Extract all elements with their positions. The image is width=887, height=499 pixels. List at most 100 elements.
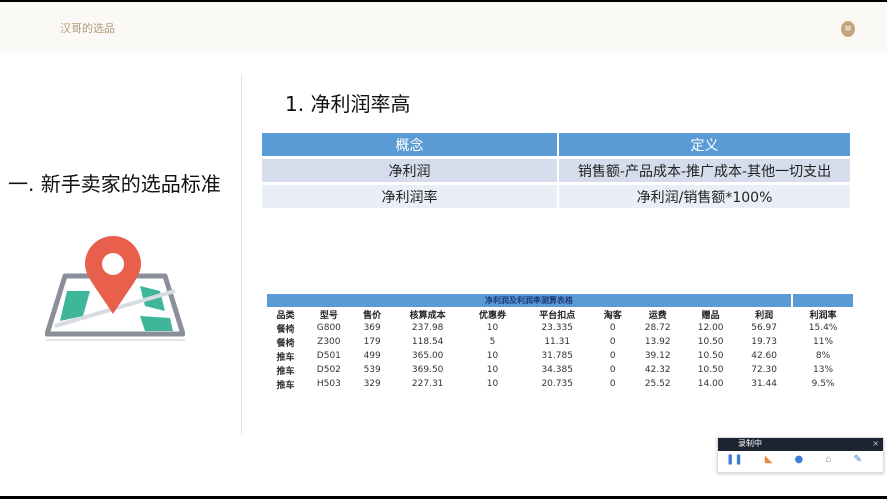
table-row: 推车 D501 499 365.00 10 31.785 0 39.12 10.50 42.60 8… (267, 349, 853, 363)
cell: 售价 (363, 310, 382, 321)
header: 汉哥的选品 ≡ (0, 2, 887, 52)
cell: 推车 (276, 366, 295, 377)
section-title: 一. 新手卖家的选品标准 (8, 172, 221, 196)
cell: 15.4% (791, 321, 853, 335)
cell: 28.72 (644, 323, 671, 333)
recorder-title: 录制中 (738, 439, 762, 448)
table-title-row: 净利润及利润率测算表格 (267, 294, 853, 307)
header-cell: 定义 (557, 133, 850, 156)
top-border (0, 0, 887, 2)
cell: 227.31 (411, 379, 444, 389)
cell: 平台扣点 (539, 310, 576, 321)
table-row: 餐椅 G800 369 237.98 10 23.335 0 28.72 12.00 56.97 1… (267, 321, 853, 335)
cell: 10 (486, 379, 499, 389)
cell: 推车 (276, 352, 295, 363)
cell: 11.31 (544, 337, 571, 347)
cell: 0 (609, 379, 616, 389)
table-title: 净利润及利润率测算表格 (267, 294, 793, 307)
avatar-icon[interactable]: ≡ (841, 21, 855, 37)
cell: 19.73 (751, 337, 777, 347)
cell: 13.92 (644, 337, 671, 347)
cell: 23.335 (541, 323, 573, 333)
recorder-widget[interactable]: 录制中 × ❚❚ ◣ ● ⌂ ✎ (717, 437, 884, 473)
cell: 9.5% (791, 377, 853, 391)
header-cell: 概念 (262, 133, 557, 156)
camera-icon[interactable]: ◣ (764, 454, 773, 465)
cell: 餐椅 (276, 338, 295, 349)
table-row: 推车 H503 329 227.31 10 20.735 0 25.52 14.00 31.44 9… (267, 377, 853, 391)
table-header-row: 概念 定义 (262, 133, 850, 156)
cell: 销售额-产品成本-推广成本-其他一切支出 (557, 159, 850, 182)
cell: 型号 (319, 310, 338, 321)
cell: 10.50 (697, 351, 724, 361)
recorder-titlebar: 录制中 × (718, 438, 883, 451)
table-row: 餐椅 Z300 179 118.54 5 11.31 0 13.92 10.50 19.73 11% (267, 335, 853, 349)
cell: 0 (609, 365, 616, 375)
cell: 0 (609, 323, 616, 333)
concept-table: 概念 定义 净利润 销售额-产品成本-推广成本-其他一切支出 净利润率 净利润/… (262, 130, 850, 211)
cell: 淘客 (603, 310, 622, 321)
title-spacer (791, 294, 853, 307)
cell: 净利润率 (262, 185, 557, 208)
profit-table: 净利润及利润率测算表格 品类 型号 售价 核算成本 优惠券 平台扣点 淘客 运费 赠品 利润 利润率… (267, 294, 853, 391)
cell: 净利润 (262, 159, 557, 182)
cell: 11% (791, 335, 853, 349)
table-header-row: 品类 型号 售价 核算成本 优惠券 平台扣点 淘客 运费 赠品 利润 利润率 (267, 307, 853, 321)
cell: 10 (486, 323, 499, 333)
cell: 0 (609, 337, 616, 347)
table-row: 推车 D502 539 369.50 10 34.385 0 42.32 10.50 72.30 1… (267, 363, 853, 377)
pause-icon[interactable]: ❚❚ (726, 454, 743, 465)
cell: 5 (489, 337, 496, 347)
cell: 利润 (755, 310, 774, 321)
cell: 118.54 (411, 337, 444, 347)
cell: 39.12 (644, 351, 671, 361)
cell: 10.50 (697, 337, 724, 347)
slide-heading: 1. 净利润率高 (285, 92, 411, 116)
cell: 优惠券 (478, 310, 506, 321)
cell: 10 (486, 365, 499, 375)
cell: 0 (609, 351, 616, 361)
cell: 539 (363, 365, 381, 375)
table-row: 净利润率 净利润/销售额*100% (262, 185, 850, 208)
cell: H503 (316, 379, 341, 389)
cell: 13% (791, 363, 853, 377)
table-row: 净利润 销售额-产品成本-推广成本-其他一切支出 (262, 159, 850, 182)
cell: D501 (316, 351, 341, 361)
cell: 237.98 (411, 323, 444, 333)
pen-icon[interactable]: ✎ (853, 454, 862, 465)
cell: 72.30 (751, 365, 777, 375)
cell: D502 (316, 365, 341, 375)
cell: 餐椅 (276, 324, 295, 335)
cell: 369.50 (411, 365, 444, 375)
cell: 12.00 (697, 323, 724, 333)
cell: 赠品 (701, 310, 720, 321)
cell: 推车 (276, 380, 295, 391)
cell: 56.97 (751, 323, 777, 333)
cell: 42.32 (644, 365, 671, 375)
cell: Z300 (317, 337, 341, 347)
divider (241, 75, 242, 435)
cell: 核算成本 (409, 310, 446, 321)
cell: 10 (486, 351, 499, 361)
cell: 34.385 (541, 365, 573, 375)
cell: 10.50 (697, 365, 724, 375)
cell: 179 (363, 337, 381, 347)
cell: 369 (363, 323, 381, 333)
cell: 14.00 (697, 379, 724, 389)
cell: 42.60 (751, 351, 777, 361)
cell: 365.00 (411, 351, 444, 361)
cell: 25.52 (644, 379, 671, 389)
cell: 品类 (276, 310, 295, 321)
cell: 净利润/销售额*100% (557, 185, 850, 208)
lock-icon[interactable]: ⌂ (825, 454, 832, 465)
header-title: 汉哥的选品 (60, 22, 115, 35)
cell: 利润率 (791, 307, 853, 321)
cell: G800 (316, 323, 341, 333)
cell: 329 (363, 379, 381, 389)
close-icon[interactable]: × (872, 439, 879, 448)
cell: 运费 (648, 310, 667, 321)
map-pin-icon (45, 236, 185, 341)
mic-icon[interactable]: ● (794, 454, 804, 465)
cell: 20.735 (541, 379, 573, 389)
cell: 8% (791, 349, 853, 363)
